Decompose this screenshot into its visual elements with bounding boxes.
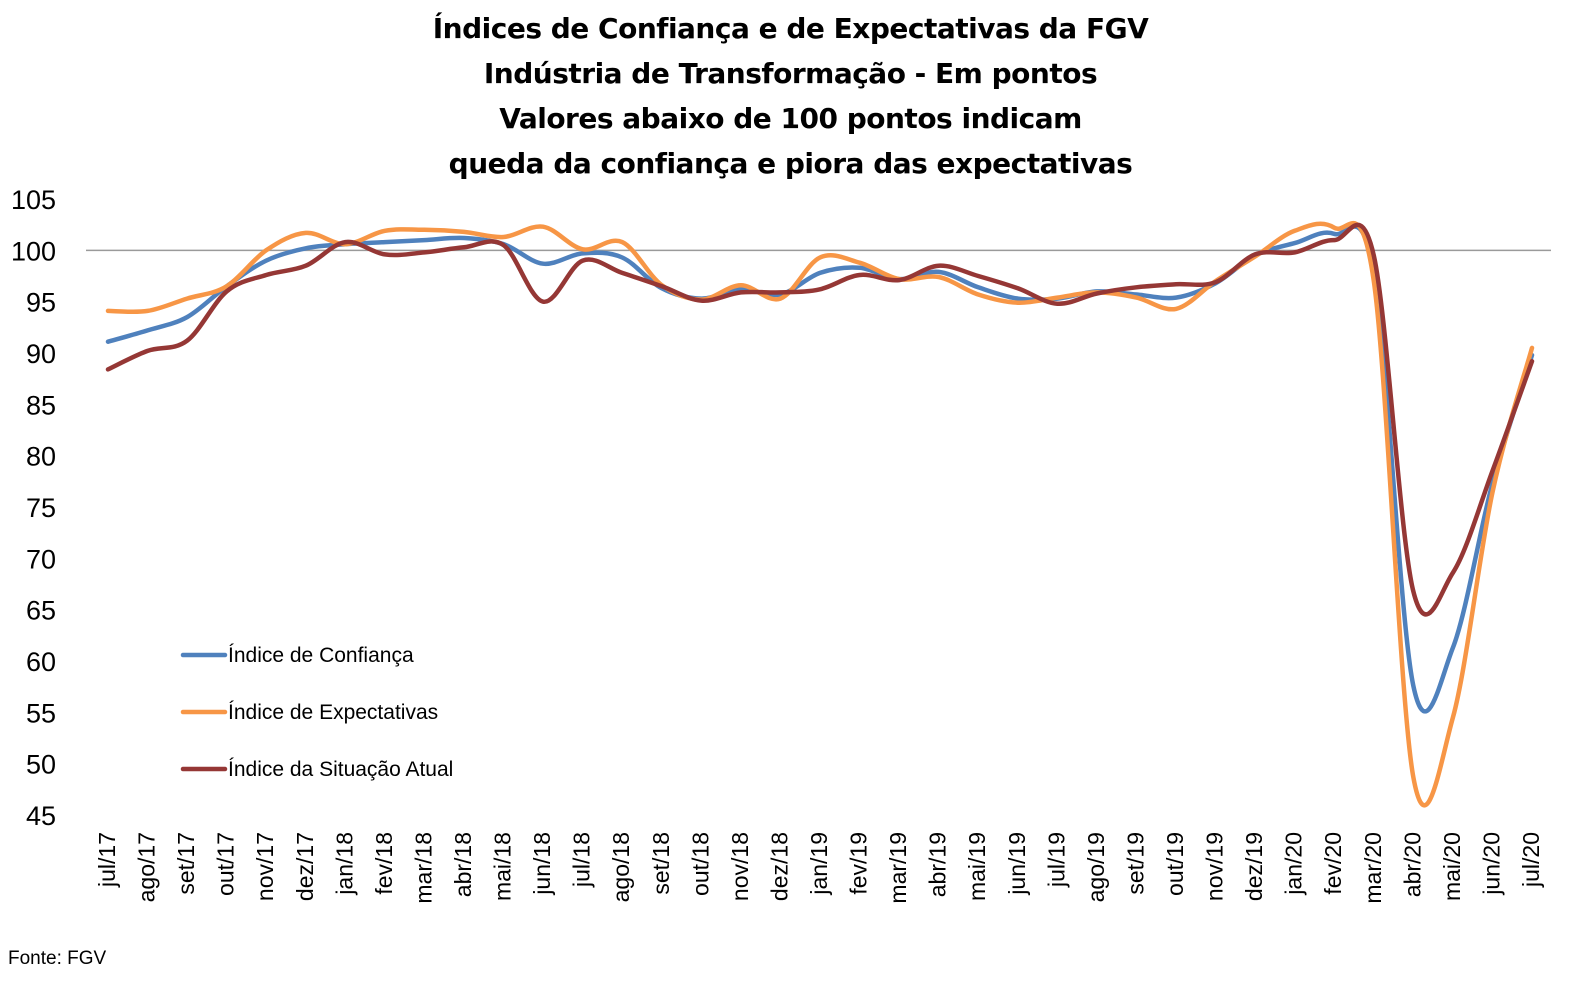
legend-label-expectativas: Índice de Expectativas (228, 701, 438, 724)
x-tick-label: mar/20 (1360, 832, 1386, 904)
y-tick-label: 65 (26, 596, 56, 626)
x-tick-label: mar/19 (885, 832, 911, 904)
y-tick-label: 105 (11, 185, 56, 215)
x-tick-label: abr/19 (925, 832, 951, 897)
x-tick-label: jan/20 (1281, 832, 1307, 896)
x-tick-label: jun/20 (1478, 832, 1504, 896)
legend: Índice de Confiança Índice de Expectativa… (180, 644, 453, 781)
x-tick-label: ago/18 (608, 832, 634, 902)
x-tick-label: nov/17 (252, 832, 278, 901)
x-tick-label: mar/18 (410, 832, 436, 904)
y-tick-label: 55 (26, 698, 56, 728)
x-tick-label: jan/18 (331, 832, 357, 896)
x-tick-label: jun/19 (1004, 832, 1030, 896)
x-tick-label: nov/19 (1202, 832, 1228, 901)
x-tick-label: jul/18 (569, 832, 595, 888)
chart-title-line-1: Índices de Confiança e de Expectativas d… (432, 12, 1149, 45)
x-tick-label: dez/18 (766, 832, 792, 901)
y-tick-label: 80 (26, 442, 56, 472)
x-tick-label: abr/20 (1399, 832, 1425, 897)
chart-title: Índices de Confiança e de Expectativas d… (0, 6, 1581, 186)
x-tick-label: set/17 (173, 832, 199, 895)
x-tick-label: mai/18 (490, 832, 516, 901)
y-tick-label: 95 (26, 288, 56, 318)
source-note: Fonte: FGV (8, 948, 107, 969)
x-tick-label: nov/18 (727, 832, 753, 901)
x-tick-label: jul/20 (1518, 832, 1544, 888)
x-tick-label: fev/20 (1320, 832, 1346, 895)
x-tick-label: jan/19 (806, 832, 832, 896)
x-tick-label: mai/20 (1439, 832, 1465, 901)
x-tick-label: ago/19 (1083, 832, 1109, 902)
y-tick-label: 100 (11, 236, 56, 266)
x-tick-label: fev/19 (846, 832, 872, 895)
x-tick-label: jul/17 (94, 832, 120, 888)
series-line-confianca (105, 224, 1535, 714)
series-line-situacao-atual (105, 222, 1535, 617)
y-axis: 105 100 95 90 85 80 75 70 65 60 55 50 45 (11, 185, 56, 831)
x-tick-label: fev/18 (371, 832, 397, 895)
y-tick-label: 85 (26, 390, 56, 420)
x-tick-label: set/18 (648, 832, 674, 895)
y-tick-label: 90 (26, 339, 56, 369)
chart-title-line-3: Valores abaixo de 100 pontos indicam (499, 102, 1082, 135)
legend-label-confianca: Índice de Confiança (228, 644, 414, 667)
x-tick-label: out/17 (213, 832, 239, 896)
x-tick-label: dez/17 (292, 832, 318, 901)
chart-title-line-2: Indústria de Transformação - Em pontos (483, 57, 1098, 90)
y-tick-label: 50 (26, 750, 56, 780)
y-tick-label: 45 (26, 801, 56, 831)
chart-title-line-4: queda da confiança e piora das expectati… (448, 147, 1133, 180)
legend-label-situacao-atual: Índice da Situação Atual (228, 758, 453, 781)
x-tick-label: ago/17 (134, 832, 160, 902)
x-tick-label: jul/19 (1043, 832, 1069, 888)
x-tick-label: abr/18 (450, 832, 476, 897)
x-tick-label: dez/19 (1241, 832, 1267, 901)
x-tick-label: out/18 (687, 832, 713, 896)
y-tick-label: 70 (26, 544, 56, 574)
series-group (105, 220, 1535, 808)
x-tick-label: mai/19 (964, 832, 990, 901)
y-tick-label: 75 (26, 493, 56, 523)
x-tick-label: jun/18 (529, 832, 555, 896)
x-axis: jul/17 ago/17 set/17 out/17 nov/17 dez/17 jan/… (94, 832, 1544, 904)
x-tick-label: out/19 (1162, 832, 1188, 896)
y-tick-label: 60 (26, 647, 56, 677)
x-tick-label: set/19 (1122, 832, 1148, 895)
